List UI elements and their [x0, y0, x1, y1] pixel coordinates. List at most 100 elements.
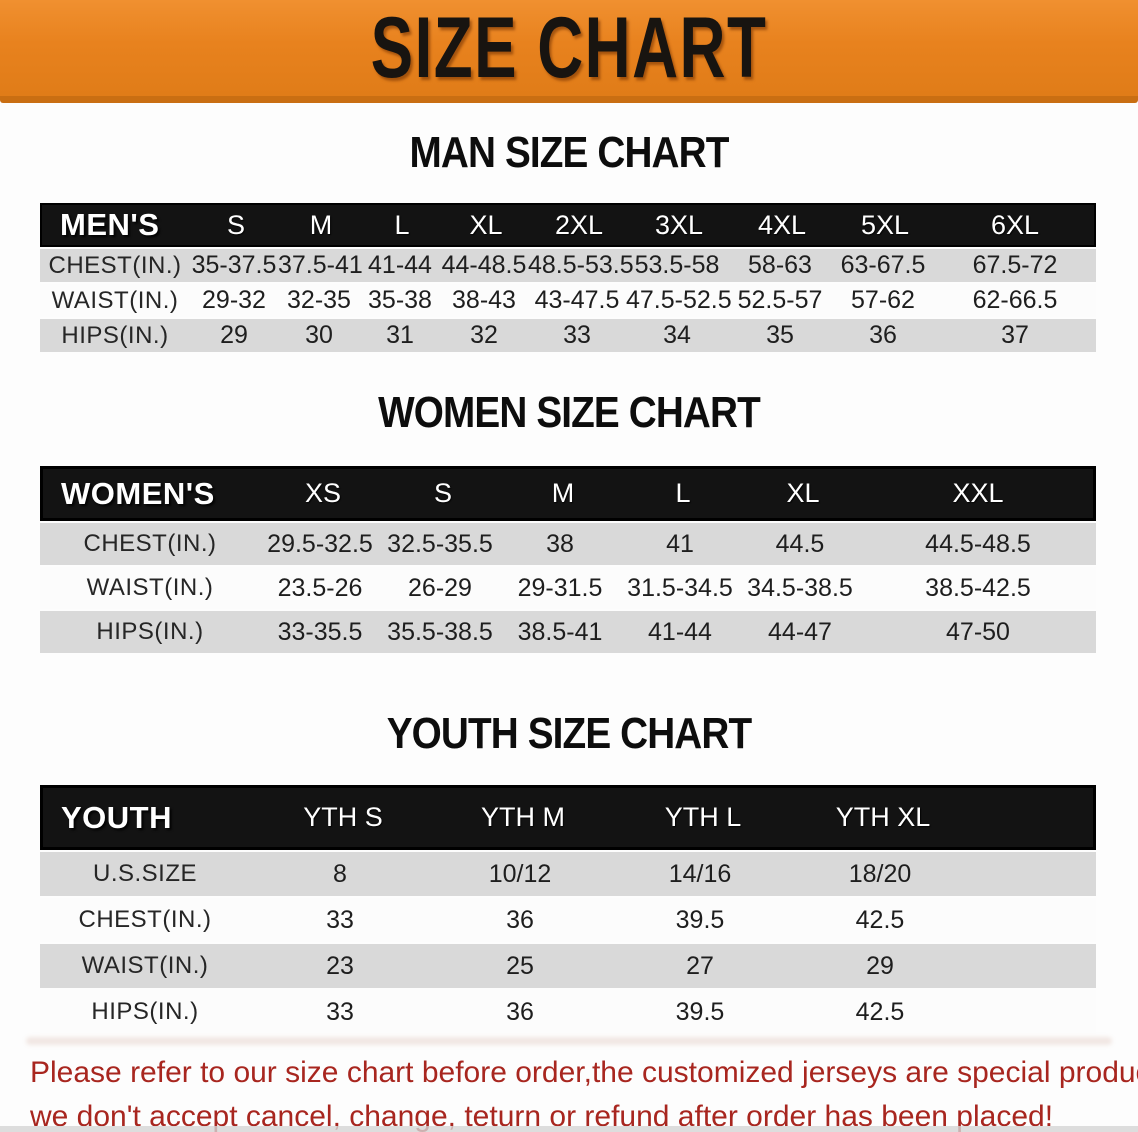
women-waist-row: WAIST(IN.) 23.5-26 26-29 29-31.5 31.5-34… — [40, 567, 1096, 609]
men-size-col-xl: XL — [469, 209, 503, 240]
women-table-header-label: WOMEN'S — [61, 475, 215, 511]
value-cell: 57-62 — [851, 286, 915, 314]
bottom-edge-strip — [0, 1126, 1138, 1132]
men-size-col-s: S — [226, 209, 245, 240]
value-cell: 23.5-26 — [277, 573, 363, 602]
disclaimer-line-1: Please refer to our size chart before or… — [30, 1056, 1138, 1089]
value-cell: 34 — [663, 321, 691, 349]
youth-size-col-s: YTH S — [303, 802, 383, 832]
banner-title: SIZE CHART — [370, 0, 768, 96]
value-cell: 35.5-38.5 — [387, 617, 493, 646]
women-size-col-xs: XS — [304, 478, 342, 508]
value-cell: 26-29 — [408, 573, 472, 602]
youth-size-col-xl: YTH XL — [835, 802, 931, 832]
value-cell: 10/12 — [488, 859, 552, 888]
value-cell: 34.5-38.5 — [747, 573, 853, 602]
value-cell: 25 — [506, 951, 534, 980]
value-cell: 18/20 — [848, 859, 912, 888]
row-label: CHEST(IN.) — [48, 251, 182, 279]
value-cell: 62-66.5 — [972, 286, 1058, 314]
men-size-col-6xl: 6XL — [990, 209, 1040, 240]
value-cell: 29-32 — [202, 286, 266, 314]
row-label: WAIST(IN.) — [81, 952, 209, 979]
youth-chest-row: CHEST(IN.) 33 36 39.5 42.5 — [40, 898, 1096, 942]
value-cell: 38 — [546, 529, 574, 558]
value-cell: 41 — [666, 529, 694, 558]
men-size-table: MEN'S S M L XL 2XL 3XL 4XL 5XL 6XL CHEST… — [40, 203, 1096, 352]
value-cell: 36 — [506, 997, 534, 1026]
value-cell: 44.5-48.5 — [925, 529, 1031, 558]
women-section-heading: WOMEN SIZE CHART — [378, 388, 761, 437]
men-table-header-row: MEN'S S M L XL 2XL 3XL 4XL 5XL 6XL — [40, 203, 1096, 247]
value-cell: 47-50 — [946, 617, 1010, 646]
value-cell: 23 — [326, 951, 354, 980]
youth-size-col-m: YTH M — [481, 802, 565, 832]
value-cell: 38.5-42.5 — [925, 573, 1031, 602]
women-size-col-m: M — [551, 478, 575, 508]
men-table-header-label: MEN'S — [60, 207, 160, 242]
value-cell: 67.5-72 — [972, 251, 1058, 279]
banner: SIZE CHART — [0, 0, 1138, 103]
men-size-col-3xl: 3XL — [654, 209, 704, 240]
value-cell: 27 — [686, 951, 714, 980]
women-chest-row: CHEST(IN.) 29.5-32.5 32.5-35.5 38 41 44.… — [40, 523, 1096, 565]
value-cell: 44.5 — [775, 529, 825, 558]
value-cell: 32 — [470, 321, 498, 349]
value-cell: 33 — [563, 321, 591, 349]
value-cell: 8 — [333, 859, 347, 888]
value-cell: 39.5 — [675, 905, 725, 934]
value-cell: 43-47.5 — [534, 286, 620, 314]
value-cell: 39.5 — [675, 997, 725, 1026]
value-cell: 32.5-35.5 — [387, 529, 493, 558]
value-cell: 53.5-58 — [634, 251, 720, 279]
value-cell: 36 — [506, 905, 534, 934]
row-label: HIPS(IN.) — [91, 998, 199, 1025]
youth-size-table: YOUTH YTH S YTH M YTH L YTH XL U.S.SIZE … — [40, 785, 1096, 1034]
men-chest-row: CHEST(IN.) 35-37.5 37.5-41 41-44 44-48.5… — [40, 249, 1096, 282]
value-cell: 42.5 — [855, 997, 905, 1026]
youth-waist-row: WAIST(IN.) 23 25 27 29 — [40, 944, 1096, 988]
row-label: CHEST(IN.) — [83, 530, 217, 557]
men-size-col-4xl: 4XL — [757, 209, 807, 240]
value-cell: 37 — [1001, 321, 1029, 349]
men-waist-row: WAIST(IN.) 29-32 32-35 35-38 38-43 43-47… — [40, 284, 1096, 317]
row-label: WAIST(IN.) — [51, 286, 179, 314]
value-cell: 33 — [326, 997, 354, 1026]
value-cell: 31.5-34.5 — [627, 573, 733, 602]
row-label: HIPS(IN.) — [61, 321, 169, 349]
men-section-heading: MAN SIZE CHART — [409, 128, 730, 177]
youth-size-col-l: YTH L — [664, 802, 742, 832]
youth-hips-row: HIPS(IN.) 33 36 39.5 42.5 — [40, 990, 1096, 1034]
value-cell: 63-67.5 — [840, 251, 926, 279]
value-cell: 38-43 — [452, 286, 516, 314]
value-cell: 37.5-41 — [278, 251, 363, 279]
value-cell: 35 — [766, 321, 794, 349]
youth-table-header-label: YOUTH — [61, 799, 172, 835]
value-cell: 33-35.5 — [277, 617, 363, 646]
men-size-col-l: L — [394, 209, 410, 240]
women-size-col-l: L — [675, 478, 691, 508]
youth-section-heading: YOUTH SIZE CHART — [386, 709, 752, 758]
value-cell: 58-63 — [748, 251, 812, 279]
value-cell: 42.5 — [855, 905, 905, 934]
value-cell: 41-44 — [368, 251, 432, 279]
row-label: HIPS(IN.) — [96, 618, 204, 645]
men-size-col-m: M — [309, 209, 333, 240]
value-cell: 33 — [326, 905, 354, 934]
value-cell: 35-37.5 — [191, 251, 277, 279]
divider-smudge — [26, 1037, 1112, 1045]
women-size-col-s: S — [433, 478, 452, 508]
row-label: CHEST(IN.) — [78, 906, 212, 933]
value-cell: 29-31.5 — [517, 573, 603, 602]
youth-ussize-row: U.S.SIZE 8 10/12 14/16 18/20 — [40, 852, 1096, 896]
women-table-header-row: WOMEN'S XS S M L XL XXL — [40, 466, 1096, 521]
row-label: U.S.SIZE — [92, 860, 198, 887]
value-cell: 41-44 — [648, 617, 712, 646]
men-hips-row: HIPS(IN.) 29 30 31 32 33 34 35 36 37 — [40, 319, 1096, 352]
value-cell: 38.5-41 — [517, 617, 603, 646]
disclaimer-text: Please refer to our size chart before or… — [30, 1051, 1138, 1132]
value-cell: 35-38 — [368, 286, 432, 314]
value-cell: 31 — [386, 321, 414, 349]
value-cell: 48.5-53.5 — [528, 251, 634, 279]
